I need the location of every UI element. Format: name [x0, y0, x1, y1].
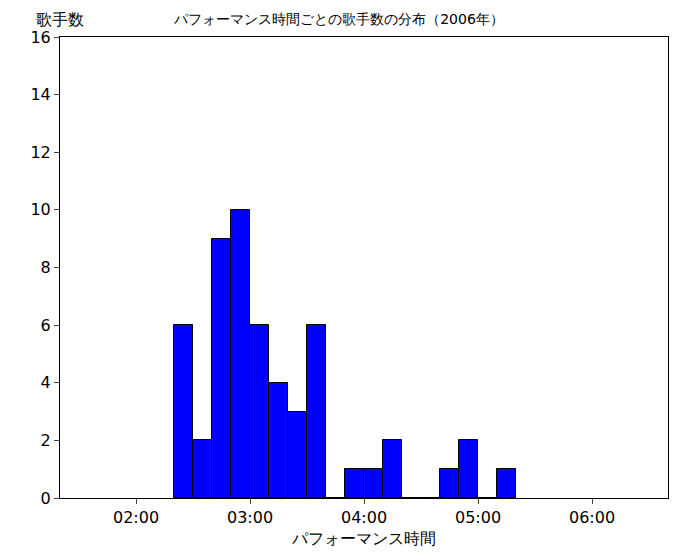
svg-text:パフォーマンス時間: パフォーマンス時間 — [291, 529, 436, 548]
svg-text:歌手数: 歌手数 — [36, 10, 84, 29]
svg-text:02:00: 02:00 — [113, 508, 159, 527]
svg-text:6: 6 — [41, 316, 51, 335]
svg-text:4: 4 — [41, 373, 51, 392]
svg-text:06:00: 06:00 — [569, 508, 615, 527]
svg-text:03:00: 03:00 — [227, 508, 273, 527]
svg-text:0: 0 — [41, 489, 51, 508]
svg-text:05:00: 05:00 — [455, 508, 501, 527]
svg-text:16: 16 — [30, 28, 50, 47]
svg-text:パフォーマンス時間ごとの歌手数の分布（2006年）: パフォーマンス時間ごとの歌手数の分布（2006年） — [173, 11, 504, 27]
svg-text:12: 12 — [30, 143, 50, 162]
svg-text:8: 8 — [41, 258, 51, 277]
svg-text:04:00: 04:00 — [341, 508, 387, 527]
svg-text:14: 14 — [30, 85, 50, 104]
svg-text:2: 2 — [41, 431, 51, 450]
svg-text:10: 10 — [30, 200, 50, 219]
